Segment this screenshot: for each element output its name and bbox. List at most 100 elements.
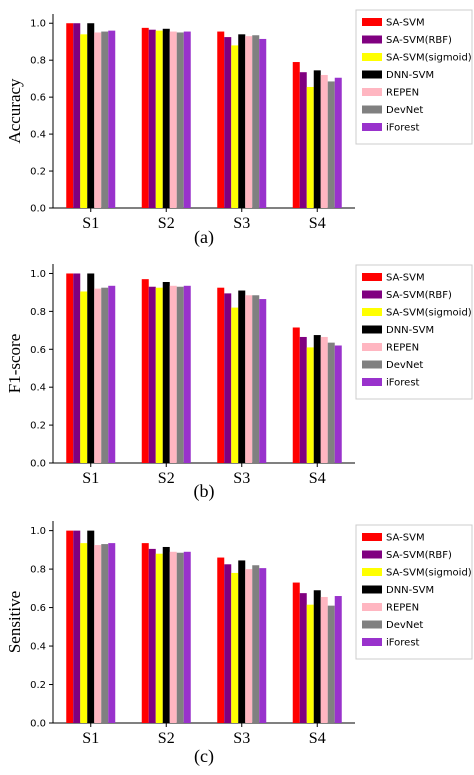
legend-swatch (362, 290, 382, 299)
bar (169, 285, 177, 463)
legend-label: SA-SVM(RBF) (386, 550, 452, 561)
y-axis-label: Accuracy (5, 78, 24, 144)
bar (183, 31, 191, 208)
x-tick-label: S3 (233, 215, 250, 232)
x-tick-label: S1 (82, 730, 99, 747)
legend-swatch (362, 533, 382, 541)
y-tick-label: 0.0 (30, 719, 46, 730)
bar (292, 582, 300, 723)
legend-swatch (362, 53, 382, 61)
bar (245, 569, 253, 723)
legend-swatch (362, 638, 382, 646)
legend-label: SA-SVM (386, 533, 425, 544)
legend-label: SA-SVM(RBF) (386, 35, 452, 46)
bar (73, 23, 81, 208)
y-axis-label: F1-score (5, 334, 24, 393)
bar (313, 590, 321, 723)
legend-swatch (362, 18, 382, 26)
bar (320, 596, 328, 723)
bar (169, 31, 177, 208)
panel-caption: (c) (194, 746, 214, 767)
legend: SA-SVM SA-SVM(RBF) SA-SVM(sigmoid) DNN-SVM R… (355, 9, 473, 145)
bar (320, 74, 328, 208)
bar (80, 34, 88, 209)
x-tick-label: S2 (158, 215, 175, 232)
panel-caption: (a) (194, 227, 214, 248)
bar (176, 552, 184, 723)
legend-label: SA-SVM (386, 18, 425, 29)
bar (259, 568, 267, 723)
legend-label: DNN-SVM (386, 325, 434, 336)
bar (224, 37, 232, 208)
bar (299, 72, 307, 208)
x-tick-label: S3 (233, 470, 250, 487)
y-tick-label: 0.6 (30, 603, 46, 614)
y-tick-label: 0.8 (30, 307, 46, 318)
legend: SA-SVM SA-SVM(RBF) SA-SVM(sigmoid) DNN-SVM R… (355, 264, 473, 400)
bar (108, 543, 116, 723)
bar (108, 285, 116, 463)
bar (66, 530, 74, 723)
bar (313, 70, 321, 208)
bar (327, 342, 335, 463)
bar (66, 23, 74, 208)
bar (252, 35, 260, 208)
legend-label: SA-SVM(RBF) (386, 290, 452, 301)
bar (334, 77, 342, 208)
legend-swatch (362, 603, 382, 611)
legend-swatch (362, 620, 382, 629)
bar (141, 543, 149, 723)
bar (292, 62, 300, 209)
bar (306, 86, 314, 208)
bar (155, 30, 163, 208)
x-tick-label: S4 (309, 730, 326, 747)
legend-swatch (362, 308, 382, 316)
legend-label: DevNet (386, 360, 423, 371)
chart-panel-1: 0.0 0.2 0.4 0.6 0.8 1.0 S1 S2 S3 S4 Accuracy (a) SA-… (5, 9, 473, 248)
bar (320, 336, 328, 463)
x-tick-label: S1 (82, 215, 99, 232)
y-tick-label: 0.4 (30, 130, 46, 141)
legend-swatch (362, 378, 382, 386)
bar (94, 545, 102, 723)
x-tick-label: S1 (82, 470, 99, 487)
legend-label: SA-SVM(sigmoid) (386, 53, 472, 64)
legend-swatch (362, 550, 382, 559)
legend-swatch (362, 273, 382, 281)
legend-swatch (362, 343, 382, 351)
bar (176, 32, 184, 208)
bar (162, 546, 170, 723)
y-tick-label: 0.2 (30, 680, 46, 691)
bar (148, 29, 156, 209)
bar (217, 287, 225, 463)
y-tick-label: 0.4 (30, 383, 46, 394)
legend-swatch (362, 123, 382, 131)
legend-swatch (362, 568, 382, 576)
chart-panel-2: 0.0 0.2 0.4 0.6 0.8 1.0 S1 S2 S3 S4 F1-score (b) SA-… (5, 264, 473, 502)
y-tick-label: 0.0 (30, 204, 46, 215)
y-tick-label: 1.0 (30, 269, 46, 280)
legend-swatch (362, 105, 382, 114)
bar (306, 604, 314, 723)
y-axis-label: Sensitive (5, 591, 24, 653)
bar (148, 548, 156, 723)
bar (94, 32, 102, 208)
chart-panel-3: 0.0 0.2 0.4 0.6 0.8 1.0 S1 S2 S3 S4 Sensitive (c) SA… (5, 521, 473, 767)
legend-swatch (362, 35, 382, 44)
bar (141, 279, 149, 463)
bar (162, 282, 170, 463)
bar (155, 287, 163, 463)
y-tick-label: 0.8 (30, 565, 46, 576)
bar (101, 31, 109, 208)
legend-swatch (362, 88, 382, 96)
bar (73, 273, 81, 463)
bar (252, 565, 260, 723)
bar (313, 335, 321, 463)
y-tick-label: 0.8 (30, 56, 46, 67)
legend-label: iForest (386, 638, 420, 649)
bar (217, 557, 225, 723)
x-tick-label: S4 (309, 470, 326, 487)
legend: SA-SVM SA-SVM(RBF) SA-SVM(sigmoid) DNN-SVM R… (355, 524, 473, 660)
legend-label: iForest (386, 378, 420, 389)
legend-label: iForest (386, 123, 420, 134)
